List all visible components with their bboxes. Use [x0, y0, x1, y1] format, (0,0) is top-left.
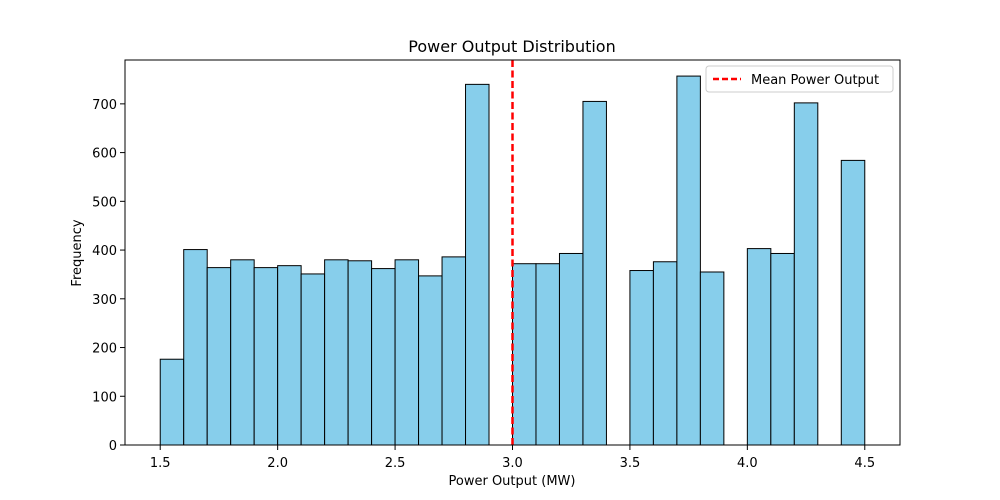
y-tick-label: 200 [92, 342, 117, 357]
histogram-bar [324, 259, 349, 446]
histogram-bar [582, 100, 607, 446]
histogram-bar [206, 267, 232, 446]
histogram-bar [840, 159, 866, 446]
x-tick-label: 2.5 [385, 456, 406, 471]
legend-box [705, 65, 894, 93]
y-tick-label: 400 [92, 244, 117, 259]
legend: Mean Power Output [705, 65, 894, 93]
x-tick-label: 3.5 [620, 456, 641, 471]
histogram-bar [770, 252, 795, 446]
histogram-bar [159, 358, 185, 446]
y-tick-label: 0 [109, 439, 117, 454]
y-tick-label: 500 [92, 195, 117, 210]
y-tick-label: 300 [92, 293, 117, 308]
x-tick-label: 4.0 [737, 456, 758, 471]
histogram-bar [465, 83, 490, 446]
x-tick-label: 2.0 [267, 456, 288, 471]
histogram-bar [512, 263, 537, 446]
y-tick-label: 600 [92, 147, 117, 162]
y-axis-ticks: 0 100 200 300 400 500 600 700 [92, 98, 125, 454]
histogram-bar [418, 275, 443, 446]
y-tick-label: 700 [92, 98, 117, 113]
histogram-bar [394, 259, 420, 446]
y-axis-label: Frequency [70, 219, 85, 286]
histogram-bar [183, 249, 208, 446]
x-tick-label: 3.0 [502, 456, 523, 471]
histogram-bar [535, 263, 560, 446]
x-tick-label: 1.5 [150, 456, 171, 471]
y-tick-label: 100 [92, 390, 117, 405]
histogram-bar [253, 267, 279, 446]
x-axis-ticks: 1.5 2.0 2.5 3.0 3.5 4.0 4.5 [150, 445, 875, 471]
histogram-bar [629, 270, 654, 446]
legend-mean-line-label: Mean Power Output [751, 73, 879, 88]
x-tick-label: 4.5 [854, 456, 875, 471]
histogram-bar [652, 261, 678, 446]
histogram-bar [277, 265, 302, 446]
histogram-bar [371, 268, 396, 446]
histogram-bar [347, 260, 373, 446]
chart-title: Power Output Distribution [408, 37, 615, 56]
histogram-bar [699, 271, 725, 446]
histogram-bar [441, 256, 467, 446]
histogram-bar [558, 252, 584, 446]
histogram-bar [746, 248, 772, 446]
histogram-bar [793, 102, 819, 446]
histogram-bar [300, 273, 326, 446]
bars-group [159, 75, 866, 446]
histogram-bar [676, 75, 701, 446]
histogram-bar [230, 259, 255, 446]
x-axis-label: Power Output (MW) [449, 474, 576, 489]
